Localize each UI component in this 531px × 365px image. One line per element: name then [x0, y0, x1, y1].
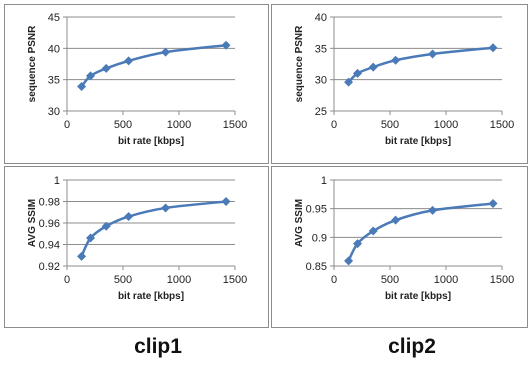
data-point [124, 212, 134, 222]
y-tick-label: 25 [315, 106, 327, 118]
x-tick-label: 1500 [490, 119, 514, 131]
y-tick-label: 35 [315, 43, 327, 55]
data-point [344, 77, 354, 87]
data-point [101, 221, 111, 231]
y-axis-label: sequence PSNR [294, 25, 305, 102]
y-tick-label: 40 [315, 12, 327, 24]
data-point [77, 82, 87, 92]
x-tick-label: 0 [64, 274, 70, 286]
data-point [391, 55, 401, 65]
data-point [488, 199, 498, 209]
data-point [488, 43, 498, 53]
x-axis-label: bit rate [kbps] [118, 291, 184, 302]
series-line [80, 200, 227, 257]
x-tick-label: 1500 [490, 274, 514, 286]
x-tick-label: 500 [114, 274, 132, 286]
y-tick-label: 0.94 [39, 240, 60, 252]
data-point [161, 203, 171, 213]
data-point [86, 233, 96, 243]
y-tick-label: 0.95 [306, 204, 327, 216]
x-tick-label: 0 [64, 119, 70, 131]
series-line [80, 43, 227, 88]
data-point [391, 215, 401, 225]
x-tick-label: 500 [381, 274, 399, 286]
x-axis-label: bit rate [kbps] [385, 136, 451, 147]
y-tick-label: 1 [54, 175, 60, 187]
y-tick-label: 35 [48, 75, 60, 87]
chart-panel-top-left: 30 35 40 45 0 500 1000 1500 bit rate [kbps] seque… [4, 4, 269, 164]
x-tick-label: 500 [381, 119, 399, 131]
data-point [428, 205, 438, 215]
x-tick-label: 1500 [223, 119, 247, 131]
y-axis-label: sequence PSNR [27, 25, 38, 102]
data-point [353, 239, 363, 249]
psnr-chart-clip2: 25 30 35 40 0 500 1000 1500 bit rate [kbps] seque… [294, 12, 514, 147]
chart-panel-bottom-right: 0.85 0.9 0.95 1 0 500 1000 1500 bit rate [kbps] A… [271, 166, 528, 328]
x-tick-label: 0 [331, 274, 337, 286]
data-point [221, 197, 231, 206]
y-tick-label: 0.9 [312, 232, 327, 244]
data-point [221, 40, 231, 50]
data-point [353, 68, 363, 78]
clip1-label: clip1 [134, 335, 182, 358]
series-line [347, 46, 494, 84]
x-tick-label: 0 [331, 119, 337, 131]
clip2-label: clip2 [388, 335, 436, 358]
x-tick-label: 1000 [434, 119, 458, 131]
y-tick-label: 30 [48, 106, 60, 118]
data-point [161, 47, 171, 57]
x-tick-label: 1000 [434, 274, 458, 286]
data-point [86, 71, 96, 81]
data-point [368, 226, 378, 236]
x-tick-label: 1000 [167, 274, 191, 286]
y-axis-label: AVG SSIM [27, 199, 38, 247]
chart-panel-top-right: 25 30 35 40 0 500 1000 1500 bit rate [kbps] seque… [271, 4, 528, 164]
y-tick-label: 1 [321, 175, 327, 187]
ssim-chart-clip2: 0.85 0.9 0.95 1 0 500 1000 1500 bit rate [kbps] A… [294, 175, 514, 302]
data-point [428, 49, 438, 59]
data-point [77, 251, 87, 261]
chart-panel-bottom-left: 0.92 0.94 0.96 0.98 1 0 500 1000 1500 bit rate [k… [4, 166, 269, 328]
data-point [344, 256, 354, 266]
x-axis-label: bit rate [kbps] [385, 291, 451, 302]
x-axis-label: bit rate [kbps] [118, 136, 184, 147]
y-tick-label: 0.98 [39, 197, 60, 209]
x-tick-label: 500 [114, 119, 132, 131]
ssim-chart-clip1: 0.92 0.94 0.96 0.98 1 0 500 1000 1500 bit rate [k… [27, 175, 247, 302]
y-tick-label: 0.92 [39, 261, 60, 273]
y-axis-label: AVG SSIM [294, 199, 305, 247]
y-tick-label: 40 [48, 43, 60, 55]
y-tick-label: 30 [315, 75, 327, 87]
x-tick-label: 1000 [167, 119, 191, 131]
x-tick-label: 1500 [223, 274, 247, 286]
y-tick-label: 45 [48, 12, 60, 24]
psnr-chart-clip1: 30 35 40 45 0 500 1000 1500 bit rate [kbps] seque… [27, 12, 247, 147]
y-tick-label: 0.96 [39, 218, 60, 230]
data-point [368, 62, 378, 72]
data-point [124, 56, 134, 66]
y-tick-label: 0.85 [306, 261, 327, 273]
data-point [101, 63, 111, 73]
